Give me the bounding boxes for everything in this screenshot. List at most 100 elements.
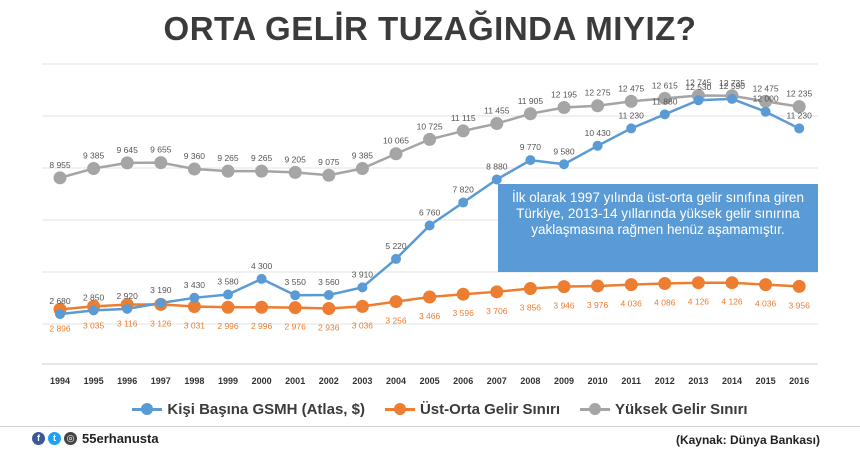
data-label-gsmh: 12 530	[685, 82, 711, 92]
data-label-gsmh: 7 820	[453, 184, 475, 194]
data-point-gsmh	[525, 155, 536, 166]
data-label-ust-orta: 3 706	[486, 306, 508, 316]
data-label-ust-orta: 2 896	[49, 323, 71, 333]
facebook-icon[interactable]: f	[32, 432, 45, 445]
x-tick-label: 1997	[151, 376, 171, 386]
source-note: (Kaynak: Dünya Bankası)	[675, 433, 820, 447]
x-tick-label: 2002	[319, 376, 339, 386]
data-label-yuksek: 12 475	[753, 83, 779, 93]
data-label-gsmh: 3 430	[184, 280, 206, 290]
x-tick-label: 2000	[252, 376, 272, 386]
data-point-yuksek	[187, 162, 201, 176]
x-tick-label: 1994	[50, 376, 70, 386]
data-point-ust-orta	[725, 276, 739, 290]
data-point-ust-orta	[658, 277, 672, 291]
data-point-ust-orta	[523, 282, 537, 296]
data-point-yuksek	[53, 171, 67, 185]
data-label-yuksek: 9 645	[117, 145, 139, 155]
legend-item-ust-orta: Üst-Orta Gelir Sınırı	[384, 400, 561, 418]
data-point-gsmh	[659, 109, 670, 120]
data-label-gsmh: 4 300	[251, 261, 273, 271]
data-label-ust-orta: 3 035	[83, 320, 105, 330]
data-label-yuksek: 12 235	[786, 89, 812, 99]
data-point-ust-orta	[389, 295, 403, 309]
social-handle[interactable]: 55erhanusta	[82, 431, 159, 446]
data-label-ust-orta: 3 126	[150, 318, 172, 328]
data-point-ust-orta	[591, 279, 605, 293]
legend-label-ust-orta: Üst-Orta Gelir Sınırı	[419, 400, 561, 418]
data-point-gsmh	[122, 303, 133, 314]
data-label-yuksek: 12 195	[551, 89, 577, 99]
twitter-icon[interactable]: t	[48, 432, 61, 445]
data-point-yuksek	[221, 164, 235, 178]
data-label-gsmh: 11 880	[652, 96, 678, 106]
data-point-ust-orta	[691, 276, 705, 290]
data-point-ust-orta	[255, 300, 269, 314]
data-point-gsmh	[794, 123, 805, 134]
data-point-gsmh	[626, 123, 637, 134]
data-label-yuksek: 10 065	[383, 136, 409, 146]
data-label-gsmh: 11 230	[619, 110, 645, 120]
data-label-ust-orta: 4 036	[755, 299, 777, 309]
x-tick-label: 1996	[117, 376, 137, 386]
data-label-ust-orta: 3 976	[587, 300, 609, 310]
x-tick-label: 1999	[218, 376, 238, 386]
data-point-yuksek	[120, 156, 134, 170]
legend-marker-yuksek	[580, 403, 611, 415]
x-tick-label: 2001	[285, 376, 305, 386]
data-label-ust-orta: 3 256	[385, 316, 407, 326]
data-point-yuksek	[490, 117, 504, 131]
data-point-gsmh	[760, 106, 771, 117]
data-point-yuksek	[355, 161, 369, 175]
data-point-gsmh	[458, 197, 469, 208]
data-label-ust-orta: 2 996	[217, 321, 239, 331]
data-point-gsmh	[88, 305, 99, 316]
annotation-box: İlk olarak 1997 yılında üst-orta gelir s…	[498, 184, 818, 272]
data-label-gsmh: 2 920	[117, 291, 139, 301]
data-label-yuksek: 11 905	[518, 96, 544, 106]
data-point-gsmh	[693, 95, 704, 106]
data-label-ust-orta: 2 996	[251, 321, 273, 331]
data-label-gsmh: 9 580	[553, 146, 575, 156]
data-point-ust-orta	[557, 280, 571, 294]
data-label-ust-orta: 2 976	[285, 322, 307, 332]
data-label-ust-orta: 2 936	[318, 323, 340, 333]
data-point-ust-orta	[624, 278, 638, 292]
x-tick-label: 2011	[621, 376, 641, 386]
x-tick-label: 2012	[655, 376, 675, 386]
data-point-ust-orta	[423, 290, 437, 304]
data-label-yuksek: 11 455	[484, 106, 510, 116]
data-point-yuksek	[792, 100, 806, 114]
data-point-ust-orta	[355, 299, 369, 313]
x-tick-label: 2007	[487, 376, 507, 386]
data-label-gsmh: 3 550	[285, 277, 307, 287]
data-label-gsmh: 12 000	[753, 94, 779, 104]
data-label-gsmh: 12 590	[719, 81, 745, 91]
legend-label-yuksek: Yüksek Gelir Sınırı	[615, 400, 748, 418]
data-label-yuksek: 9 205	[285, 154, 307, 164]
data-label-yuksek: 8 955	[49, 160, 71, 170]
x-tick-label: 2005	[420, 376, 440, 386]
data-label-gsmh: 2 680	[49, 296, 71, 306]
data-point-gsmh	[424, 220, 435, 231]
data-label-gsmh: 3 580	[217, 277, 239, 287]
legend-label-gsmh: Kişi Başına GSMH (Atlas, $)	[167, 400, 365, 418]
x-tick-label: 2008	[520, 376, 540, 386]
data-point-gsmh	[256, 273, 267, 284]
data-point-yuksek	[322, 168, 336, 182]
legend-item-gsmh: Kişi Başına GSMH (Atlas, $)	[132, 401, 365, 418]
x-tick-label: 2009	[554, 376, 574, 386]
data-label-yuksek: 12 615	[652, 80, 678, 90]
instagram-icon[interactable]: ◎	[64, 432, 77, 445]
data-label-gsmh: 11 230	[787, 110, 813, 120]
data-point-ust-orta	[792, 279, 806, 293]
data-point-ust-orta	[322, 302, 336, 316]
data-point-gsmh	[391, 253, 401, 264]
data-label-ust-orta: 4 126	[721, 297, 743, 307]
x-tick-label: 2014	[722, 376, 742, 386]
data-point-ust-orta	[221, 300, 235, 314]
data-point-yuksek	[591, 99, 605, 113]
data-point-yuksek	[557, 100, 571, 114]
data-label-yuksek: 9 655	[150, 145, 172, 155]
